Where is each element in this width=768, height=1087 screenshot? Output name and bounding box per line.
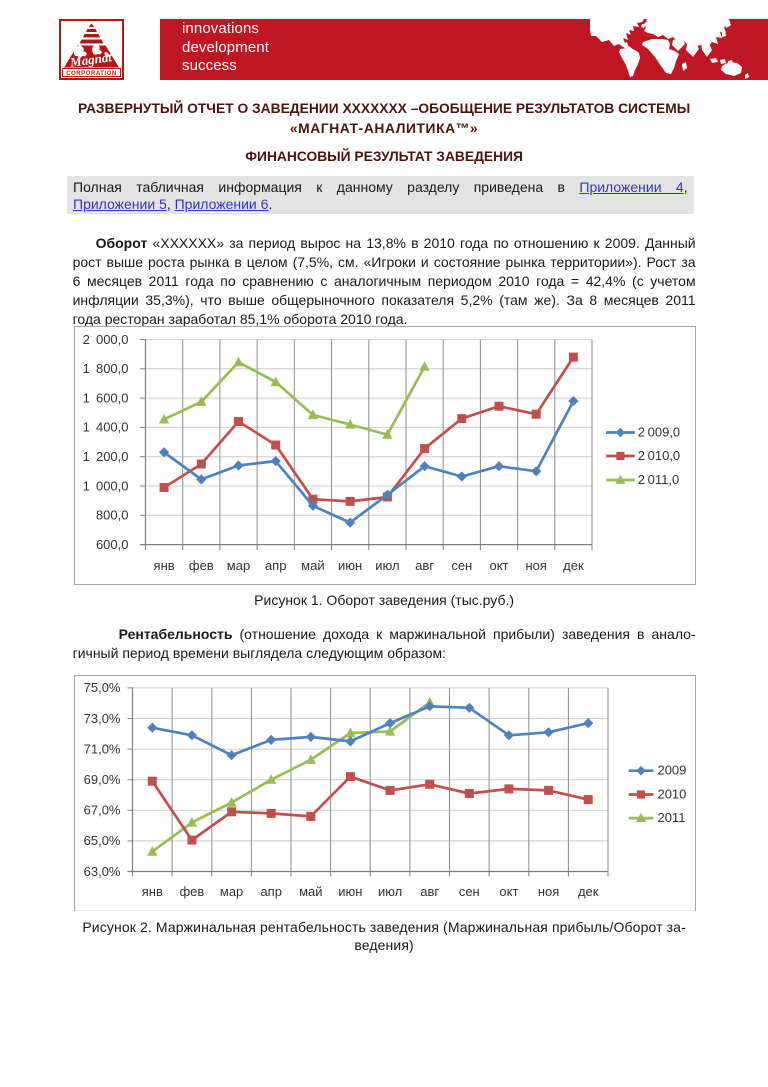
svg-text:июл: июл	[378, 884, 402, 899]
svg-text:мар: мар	[227, 558, 250, 573]
svg-text:1 200,0: 1 200,0	[83, 449, 129, 464]
svg-text:2011: 2011	[657, 810, 685, 825]
svg-text:ноя: ноя	[525, 558, 546, 573]
svg-text:фев: фев	[189, 558, 214, 573]
svg-text:янв: янв	[142, 884, 163, 899]
svg-text:мар: мар	[220, 884, 243, 899]
svg-text:окт: окт	[489, 558, 508, 573]
svg-text:май: май	[301, 558, 324, 573]
svg-text:дек: дек	[563, 558, 584, 573]
svg-text:авг: авг	[420, 884, 439, 899]
svg-text:800,0: 800,0	[96, 507, 129, 522]
svg-text:июн: июн	[338, 884, 362, 899]
svg-text:сен: сен	[451, 558, 472, 573]
svg-text:сен: сен	[459, 884, 480, 899]
svg-text:73,0%: 73,0%	[84, 710, 121, 725]
svg-text:янв: янв	[154, 558, 175, 573]
svg-text:дек: дек	[578, 884, 599, 899]
svg-text:2 010,0: 2 010,0	[638, 448, 680, 463]
svg-text:авг: авг	[415, 558, 434, 573]
svg-text:71,0%: 71,0%	[84, 741, 121, 756]
svg-text:2009: 2009	[657, 762, 686, 777]
svg-text:600,0: 600,0	[96, 536, 129, 551]
svg-text:2010: 2010	[657, 786, 686, 801]
svg-text:май: май	[299, 884, 322, 899]
svg-text:1 600,0: 1 600,0	[83, 390, 129, 405]
svg-text:1 400,0: 1 400,0	[83, 419, 129, 434]
svg-text:69,0%: 69,0%	[84, 772, 121, 787]
svg-text:75,0%: 75,0%	[84, 680, 121, 695]
svg-text:июн: июн	[338, 558, 362, 573]
svg-text:апр: апр	[260, 884, 281, 899]
svg-text:апр: апр	[265, 558, 287, 573]
svg-text:2 011,0: 2 011,0	[638, 472, 679, 487]
svg-text:63,0%: 63,0%	[84, 863, 121, 878]
svg-text:1 000,0: 1 000,0	[83, 478, 129, 493]
svg-text:CORPORATION: CORPORATION	[66, 71, 117, 77]
svg-text:1 800,0: 1 800,0	[83, 361, 129, 376]
svg-text:фев: фев	[179, 884, 204, 899]
svg-text:Magnat: Magnat	[68, 49, 113, 70]
svg-text:ноя: ноя	[538, 884, 559, 899]
svg-text:июл: июл	[375, 558, 399, 573]
svg-text:65,0%: 65,0%	[84, 833, 121, 848]
svg-text:окт: окт	[499, 884, 518, 899]
svg-text:2 000,0: 2 000,0	[83, 331, 129, 346]
svg-text:2 009,0: 2 009,0	[638, 424, 680, 439]
svg-text:67,0%: 67,0%	[84, 802, 121, 817]
